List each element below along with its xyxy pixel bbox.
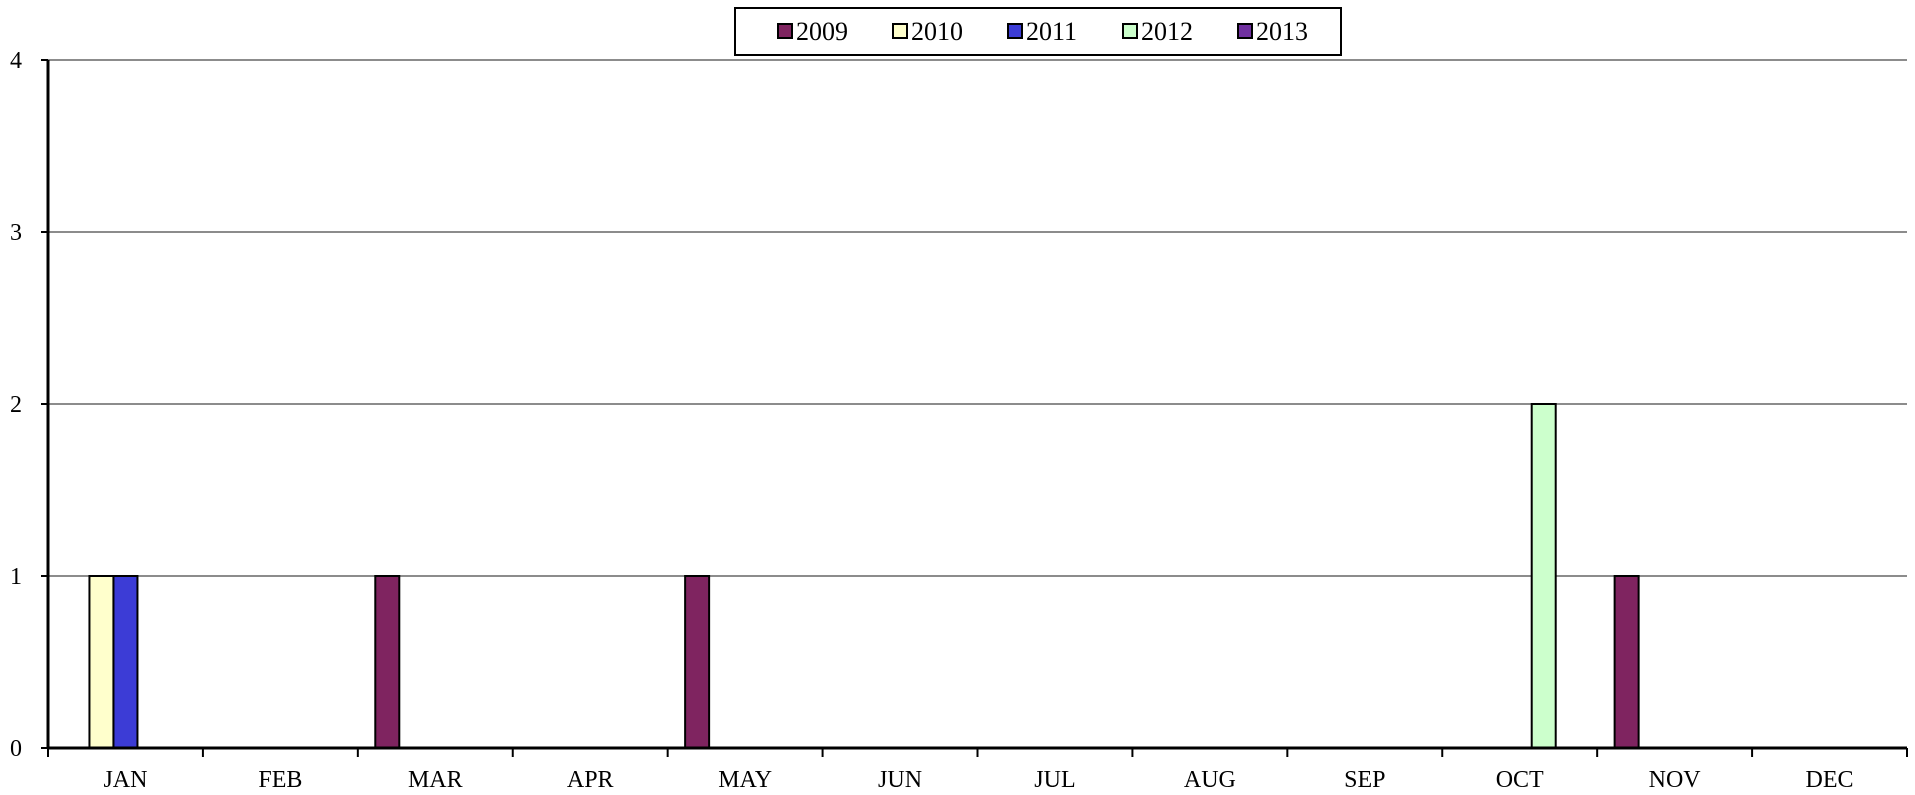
legend: 2009 2010 2011 2012 2013 [734,7,1342,56]
legend-swatch-2012 [1122,23,1138,39]
gridlines [48,59,1907,577]
x-tick-label: JUL [1034,767,1075,793]
legend-label-2012: 2012 [1141,17,1193,46]
legend-label-2009: 2009 [796,17,848,46]
legend-swatch-2013 [1237,23,1253,39]
bar-2012-oct [1530,403,1557,749]
bar-2010-jan [88,575,115,749]
bar-2009-nov [1613,575,1640,749]
bar-2011-jan [112,575,139,749]
x-tick-label: NOV [1649,767,1702,793]
y-tick-label: 4 [10,48,22,74]
legend-swatch-2010 [892,23,908,39]
x-tick-label: APR [567,767,614,793]
y-tick-label: 0 [10,736,22,762]
x-tick-label: SEP [1344,767,1385,793]
bar-2009-mar [374,575,401,749]
x-tick-label: FEB [258,767,302,793]
axes: 0 1 2 3 4 JAN FEB MAR APR MAY JUN JUL AUG SEP OCT NOV DE… [10,48,1908,793]
y-tick-label: 2 [10,392,22,418]
x-tick-label: DEC [1806,767,1854,793]
x-tick-label: OCT [1496,767,1544,793]
legend-swatch-2009 [777,23,793,39]
x-tick-label: MAR [408,767,463,793]
y-tick-label: 3 [10,220,22,246]
legend-swatch-2011 [1007,23,1023,39]
legend-label-2013: 2013 [1256,17,1308,46]
legend-label-2010: 2010 [911,17,963,46]
x-tick-label: MAY [718,767,772,793]
bar-2009-may [684,575,711,749]
x-tick-label: JUN [878,767,922,793]
legend-label-2011: 2011 [1026,17,1077,46]
x-tick-label: AUG [1184,767,1236,793]
x-tick-label: JAN [103,767,147,793]
y-tick-label: 1 [10,564,22,590]
